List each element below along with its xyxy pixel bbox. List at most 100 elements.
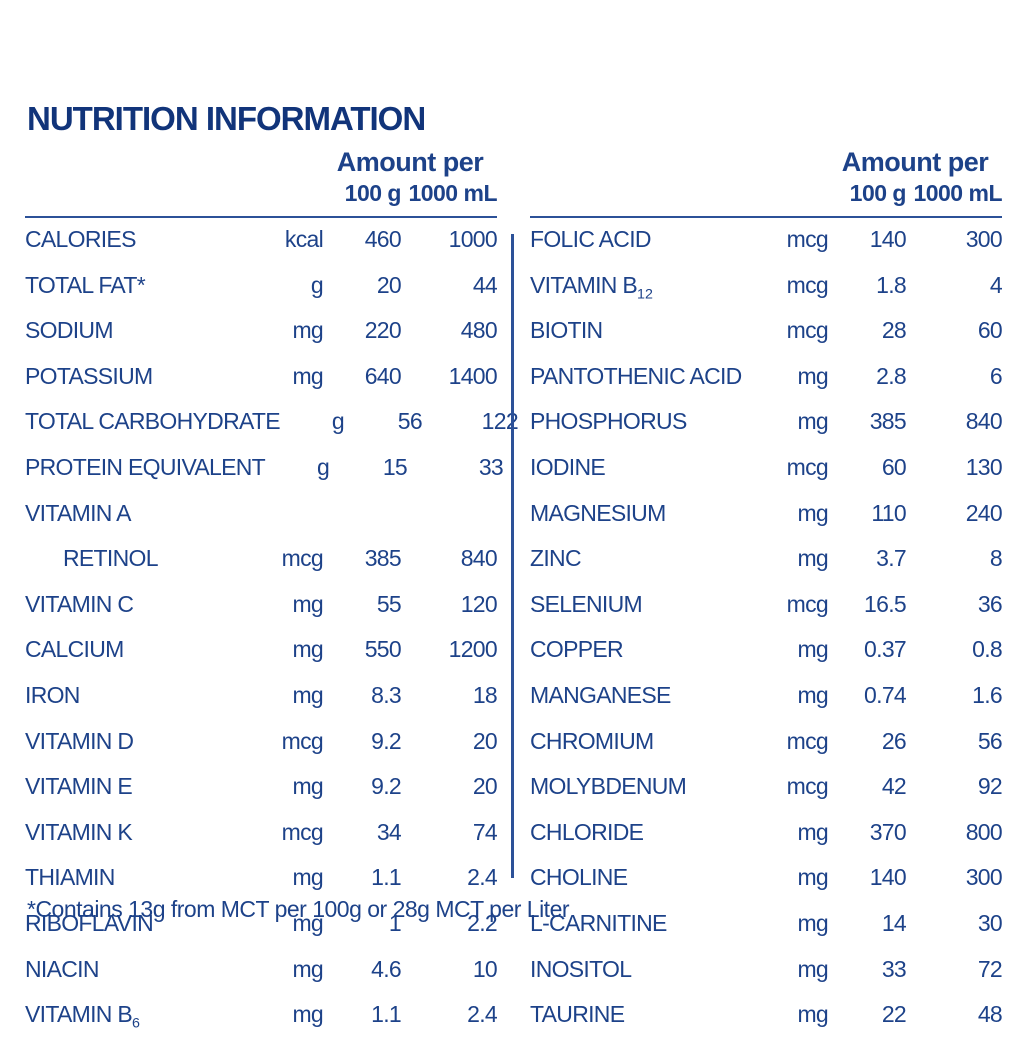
amount-per-1000ml: 72: [977, 955, 1003, 982]
nutrient-row: PHOSPHORUS mg 385 840: [530, 403, 1003, 449]
nutrient-unit: mcg: [281, 818, 324, 845]
amount-per-1000ml: 2.4: [467, 864, 498, 891]
nutrient-unit: mg: [797, 408, 828, 435]
nutrient-row: VITAMIN B6 mg 1.1 2.4: [25, 996, 498, 1042]
amount-per-1000ml: 300: [965, 864, 1003, 891]
amount-per-heading: Amount per: [841, 147, 989, 177]
amount-per-100g: 1.1: [371, 1001, 402, 1028]
nutrient-row: INOSITOL mg 33 72: [530, 951, 1003, 997]
nutrient-unit: mg: [292, 636, 323, 663]
nutrient-row: CHOLINE mg 140 300: [530, 859, 1003, 905]
column-header-left: Amount per: [25, 146, 497, 178]
amount-per-100g: 1.8: [876, 271, 907, 298]
amount-per-1000ml: 130: [965, 453, 1003, 480]
column-header-right: Amount per: [530, 146, 1002, 178]
nutrient-row: POTASSIUM mg 640 1400: [25, 358, 498, 404]
amount-per-100g: 15: [382, 453, 408, 480]
nutrient-unit: mg: [797, 818, 828, 845]
amount-per-100g: 33: [881, 955, 907, 982]
amount-per-100g: 20: [376, 271, 402, 298]
nutrient-row: VITAMIN B12 mcg 1.8 4: [530, 267, 1003, 313]
header-rule: [25, 216, 497, 218]
amount-per-100g: 0.74: [864, 681, 907, 708]
amount-per-1000ml: 2.4: [467, 1001, 498, 1028]
amount-per-1000ml: 48: [977, 1001, 1003, 1028]
amount-per-1000ml: 1.6: [972, 681, 1003, 708]
amount-per-1000ml: 8: [989, 545, 1003, 572]
nutrient-unit: kcal: [284, 226, 324, 252]
nutrient-name: VITAMIN B: [25, 1001, 133, 1028]
nutrient-name: MANGANESE: [530, 681, 671, 708]
amount-per-1000ml: 480: [460, 317, 498, 344]
amount-per-100g: 9.2: [371, 727, 402, 754]
nutrient-row: THIAMIN mg 1.1 2.4: [25, 859, 498, 905]
amount-per-100g: 0.37: [864, 636, 907, 663]
nutrient-name: TOTAL FAT*: [25, 271, 146, 298]
nutrient-row: CALORIES kcal 460 1000: [25, 221, 498, 267]
amount-per-100g: 34: [376, 818, 402, 845]
amount-per-100g: 1: [388, 909, 402, 936]
nutrient-name: VITAMIN K: [25, 818, 133, 845]
nutrient-row: ZINC mg 3.7 8: [530, 540, 1003, 586]
nutrient-row: VITAMIN K mcg 34 74: [25, 814, 498, 860]
nutrient-name: CALORIES: [25, 226, 136, 252]
nutrition-column-left: Amount per 100 g 1000 mL CALORIES kcal 4…: [25, 146, 519, 1042]
page-title: NUTRITION INFORMATION: [27, 100, 426, 137]
nutrient-unit: mg: [797, 681, 828, 708]
amount-per-100g: 4.6: [371, 955, 402, 982]
nutrient-name: L-CARNITINE: [530, 909, 667, 936]
amount-per-1000ml: 60: [977, 317, 1003, 344]
nutrient-name: VITAMIN A: [25, 499, 131, 526]
amount-per-100g: 110: [871, 499, 906, 526]
nutrient-unit: mg: [797, 955, 828, 982]
nutrient-name: CHLORIDE: [530, 818, 644, 845]
nutrient-name: IODINE: [530, 453, 606, 480]
amount-per-1000ml: 56: [977, 727, 1003, 754]
nutrient-row: NIACIN mg 4.6 10: [25, 951, 498, 997]
nutrient-name: CHROMIUM: [530, 727, 654, 754]
nutrient-name: PANTOTHENIC ACID: [530, 362, 742, 389]
nutrient-unit: g: [316, 453, 330, 480]
nutrient-row: VITAMIN C mg 55 120: [25, 586, 498, 632]
amount-per-1000ml: 120: [460, 590, 498, 617]
nutrient-unit: mg: [797, 864, 828, 891]
nutrient-row: VITAMIN A: [25, 495, 497, 541]
nutrient-unit: mg: [797, 362, 828, 389]
amount-per-1000ml: 36: [977, 590, 1003, 617]
nutrient-row: L-CARNITINE mg 14 30: [530, 905, 1003, 951]
amount-per-100g: 26: [881, 727, 907, 754]
nutrient-unit: mg: [797, 545, 828, 572]
column-divider: [511, 234, 514, 878]
nutrient-unit: mcg: [786, 727, 829, 754]
nutrient-name: ZINC: [530, 545, 582, 572]
amount-per-100g: 42: [881, 773, 907, 800]
nutrient-unit: g: [310, 271, 324, 298]
amount-per-1000ml: 0.8: [972, 636, 1003, 663]
nutrient-name: VITAMIN C: [25, 590, 134, 617]
unit-headings-left: 100 g 1000 mL: [25, 178, 498, 208]
amount-per-1000ml: 20: [472, 773, 498, 800]
nutrient-name: PROTEIN EQUIVALENT: [25, 453, 266, 480]
unit-headings-right: 100 g 1000 mL: [530, 178, 1003, 208]
nutrient-name: SODIUM: [25, 317, 114, 344]
nutrient-name: TAURINE: [530, 1001, 625, 1028]
amount-per-100g: 1.1: [371, 864, 402, 891]
amount-per-100g: 14: [881, 909, 907, 936]
amount-per-100g: 370: [869, 818, 907, 845]
nutrient-unit: mg: [797, 1001, 828, 1028]
amount-per-1000ml: 1000: [448, 226, 498, 252]
header-rule: [530, 216, 1002, 218]
amount-per-100g: 55: [376, 590, 402, 617]
nutrient-name: POTASSIUM: [25, 362, 153, 389]
nutrient-row: RETINOL mcg 385 840: [25, 540, 498, 586]
nutrient-unit: mcg: [786, 317, 829, 344]
nutrient-rows-left: CALORIES kcal 460 1000 TOTAL FAT* g 20 4…: [25, 221, 519, 1042]
amount-per-100g: 140: [869, 226, 907, 252]
per-100g-heading: 100 g: [344, 180, 402, 206]
amount-per-100g: 56: [397, 408, 423, 435]
nutrient-row: TOTAL FAT* g 20 44: [25, 267, 498, 313]
nutrient-row: SELENIUM mcg 16.5 36: [530, 586, 1003, 632]
amount-per-1000ml: 1200: [448, 636, 498, 663]
amount-per-1000ml: 30: [977, 909, 1003, 936]
nutrient-name: VITAMIN E: [25, 773, 133, 800]
